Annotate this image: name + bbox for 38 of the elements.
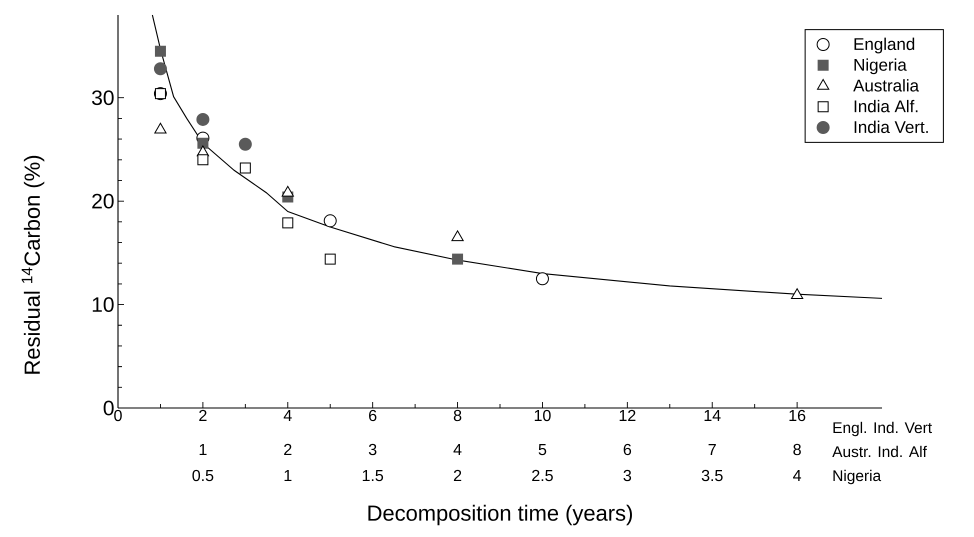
text: 3 bbox=[624, 470, 632, 482]
text: 1 bbox=[284, 470, 292, 481]
x2-tick-label: 3 bbox=[368, 444, 376, 456]
y-axis-title: Residual $^{14}$Carbon (%) bbox=[22, 156, 44, 374]
text: 0.5 bbox=[192, 470, 214, 482]
legend-label: India Alf. bbox=[854, 100, 918, 112]
x2-tick-label: 2 bbox=[284, 444, 292, 455]
text: Engl. Ind. Vert bbox=[833, 422, 932, 436]
x2-tick-label: 7 bbox=[708, 444, 716, 455]
text: 2 bbox=[454, 470, 462, 481]
y-tick-label: 20 bbox=[92, 194, 114, 209]
x2-tick-label: 5 bbox=[538, 444, 546, 456]
x2-tick-label: 8 bbox=[793, 444, 801, 456]
x-axis-title: Decomposition time (years) bbox=[368, 504, 632, 526]
x-tick-label: 12 bbox=[620, 410, 636, 421]
x-tick-label: 14 bbox=[704, 410, 721, 421]
legend-label: India Vert. bbox=[854, 120, 928, 134]
x2-tick-label: 1 bbox=[200, 444, 207, 455]
y-tick-label: 30 bbox=[92, 90, 114, 106]
x-tick-label: 0 bbox=[114, 410, 122, 422]
text: Nigeria bbox=[833, 470, 882, 484]
legend-label: Australia bbox=[853, 79, 920, 92]
x-tick-label: 6 bbox=[369, 410, 376, 422]
x2-tick-label: 6 bbox=[624, 444, 632, 456]
x-tick-label: 2 bbox=[199, 410, 207, 421]
x-tick-label: 16 bbox=[789, 410, 806, 422]
text: 3.5 bbox=[702, 470, 723, 482]
x-tick-label: 8 bbox=[454, 410, 462, 422]
legend-label: Nigeria bbox=[854, 58, 907, 74]
x-tick-label: 10 bbox=[534, 410, 551, 422]
text: Austr. Ind. Alf bbox=[832, 446, 927, 458]
text: 2.5 bbox=[532, 470, 553, 482]
text: 1.5 bbox=[362, 470, 384, 482]
text: 4 bbox=[793, 470, 802, 481]
x-tick-label: 4 bbox=[284, 410, 292, 421]
legend-label: England bbox=[854, 38, 914, 54]
x2-tick-label: 4 bbox=[453, 444, 462, 455]
y-tick-label: 10 bbox=[92, 297, 114, 312]
